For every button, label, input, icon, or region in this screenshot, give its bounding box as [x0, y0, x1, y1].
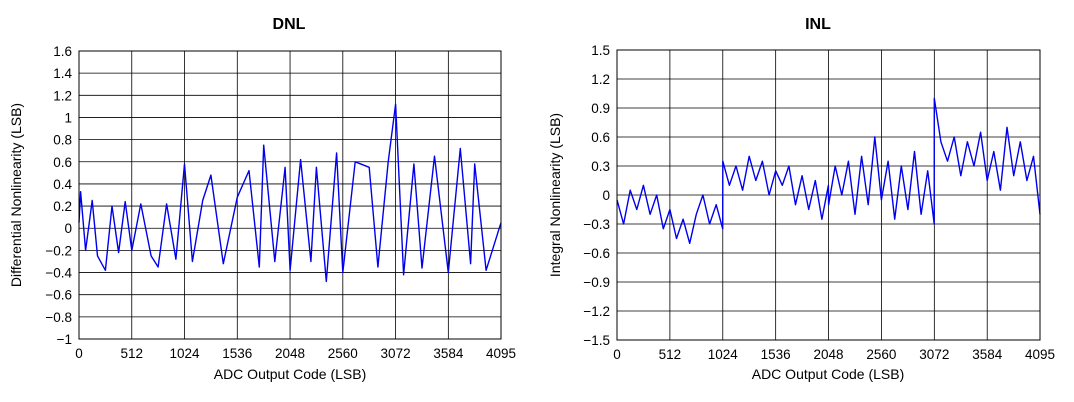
inl-y-tick-label: 0.6 [591, 130, 610, 145]
dnl-x-tick-label: 512 [120, 346, 143, 361]
inl-y-ticks: −1.5 −1.2 −0.9 −0.6 −0.3 0 0.3 0.6 0.9 1.2 1.5 [583, 43, 610, 348]
inl-x-tick-label: 2048 [814, 347, 844, 362]
dnl-y-tick-label: −0.4 [45, 266, 72, 281]
dnl-x-tick-label: 1024 [170, 346, 201, 361]
dnl-y-tick-label: −1 [57, 332, 72, 347]
dnl-plot-frame [78, 50, 502, 340]
inl-x-ticks: 0 512 1024 1536 2048 2560 3072 3584 4095 [613, 347, 1055, 362]
dnl-y-ticks: −1 −0.8 −0.6 −0.4 −0.2 0 0.2 0.4 0.6 0.8 1 1.2 1.4 1.… [45, 44, 72, 347]
inl-y-tick-label: 1.2 [591, 72, 610, 87]
dnl-title: DNL [273, 16, 306, 33]
inl-x-tick-label: 3072 [919, 347, 949, 362]
dnl-y-tick-label: −0.2 [45, 243, 72, 258]
inl-series-line [616, 97, 1041, 244]
inl-y-axis-label: Integral Nonlinearity (LSB) [547, 113, 563, 277]
dnl-y-tick-label: 1.4 [53, 66, 72, 81]
inl-y-tick-label: −1.5 [583, 333, 610, 348]
inl-x-tick-label: 1024 [708, 347, 739, 362]
dnl-y-tick-label: 1 [64, 110, 72, 125]
dnl-y-tick-label: 1.6 [53, 44, 72, 59]
dnl-trace [78, 103, 502, 283]
dnl-grid [78, 50, 502, 340]
dnl-x-tick-label: 3072 [381, 346, 411, 361]
dnl-x-tick-label: 2048 [275, 346, 305, 361]
inl-y-tick-label: −1.2 [583, 304, 610, 319]
inl-x-axis-label: ADC Output Code (LSB) [752, 366, 905, 382]
dnl-x-tick-label: 2560 [328, 346, 358, 361]
inl-plot-frame [616, 49, 1041, 341]
inl-y-tick-label: 0.9 [591, 101, 610, 116]
dnl-y-tick-label: 0 [64, 221, 72, 236]
dnl-x-tick-label: 4095 [486, 346, 516, 361]
inl-x-tick-label: 0 [613, 347, 621, 362]
dnl-y-axis-label: Differential Nonlinearity (LSB) [8, 103, 24, 287]
inl-x-tick-label: 2560 [866, 347, 896, 362]
inl-x-tick-label: 512 [659, 347, 682, 362]
inl-title: INL [805, 16, 831, 33]
dnl-x-tick-label: 0 [75, 346, 83, 361]
dnl-x-tick-label: 1536 [222, 346, 252, 361]
inl-y-tick-label: −0.3 [583, 217, 610, 232]
inl-y-tick-label: −0.9 [583, 275, 610, 290]
inl-y-tick-label: −0.6 [583, 246, 610, 261]
inl-y-tick-label: 1.5 [591, 43, 610, 58]
inl-y-tick-label: 0.3 [591, 159, 610, 174]
dnl-y-tick-label: −0.8 [45, 310, 72, 325]
inl-chart: INL −1.5 −1.2 −0.9 −0.6 −0.3 0 0.3 0.6 0.9 1.2 1.5… [547, 16, 1055, 382]
dnl-y-tick-label: 0.4 [53, 177, 72, 192]
dnl-y-tick-label: −0.6 [45, 288, 72, 303]
dnl-y-tick-label: 0.2 [53, 199, 72, 214]
dnl-y-tick-label: 0.6 [53, 155, 72, 170]
dnl-chart: DNL −1 −0.8 −0.6 −0.4 −0.2 0 0.2 0.4 0.6 0.8 1 1.2 1… [8, 16, 516, 382]
inl-y-tick-label: 0 [602, 188, 610, 203]
dnl-x-axis-label: ADC Output Code (LSB) [214, 366, 367, 382]
inl-x-tick-label: 3584 [972, 347, 1003, 362]
dnl-series-line [78, 103, 502, 283]
dnl-y-tick-label: 1.2 [53, 88, 72, 103]
dnl-x-tick-label: 3584 [433, 346, 464, 361]
inl-x-tick-label: 4095 [1025, 347, 1055, 362]
dnl-x-ticks: 0 512 1024 1536 2048 2560 3072 3584 4095 [75, 346, 516, 361]
inl-x-tick-label: 1536 [761, 347, 791, 362]
dnl-y-tick-label: 0.8 [53, 133, 72, 148]
inl-trace [616, 97, 1041, 244]
